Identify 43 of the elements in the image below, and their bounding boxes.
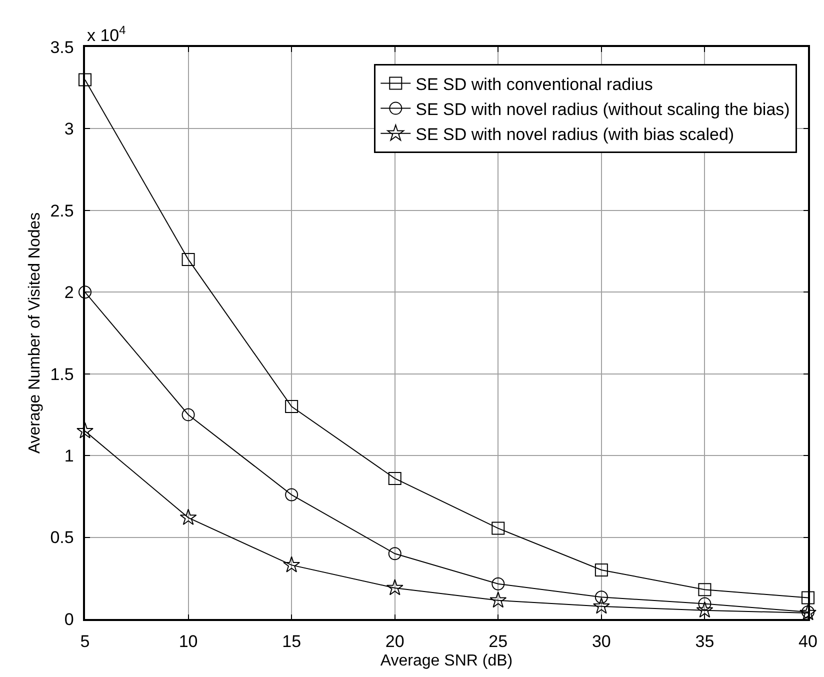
point — [490, 591, 507, 608]
x-tick-label: 30 — [592, 632, 611, 652]
point — [696, 601, 714, 618]
point — [180, 508, 197, 525]
x-axis-title: Average SNR (dB) — [380, 652, 513, 670]
point — [283, 556, 300, 572]
point — [285, 488, 298, 502]
x-tick-label: 5 — [80, 632, 90, 652]
x-tick-label: 25 — [488, 632, 508, 652]
point — [594, 563, 608, 576]
point — [76, 422, 94, 438]
y-axis-title: Average Number of Visited Nodes — [26, 212, 44, 454]
x-tick-label: 20 — [385, 632, 404, 652]
y-tick-label: 0.5 — [50, 528, 74, 548]
text: x 10$^{4}$ — [87, 23, 126, 46]
point — [388, 547, 402, 560]
x-tick-label: 40 — [798, 632, 818, 652]
point — [78, 73, 92, 86]
point — [698, 583, 712, 596]
legend-label: SE SD with novel radius (with bias scaled) — [416, 125, 734, 144]
legend-label: SE SD with conventional radius — [416, 74, 653, 94]
point — [182, 408, 195, 422]
point — [285, 400, 298, 414]
y-tick-label: 1.5 — [50, 364, 74, 384]
point — [492, 522, 505, 535]
y-tick-label: 2.5 — [50, 201, 74, 220]
point — [802, 591, 814, 604]
point — [594, 590, 608, 604]
x-tick-label: 35 — [695, 632, 714, 652]
y-tick-label: 2 — [64, 283, 74, 302]
x-tick-label: 15 — [282, 632, 302, 652]
y-tick-label: 0 — [64, 610, 74, 629]
point — [78, 286, 92, 299]
point — [182, 252, 195, 266]
point — [492, 577, 505, 590]
point — [388, 472, 402, 485]
y-tick-label: 3.5 — [50, 38, 74, 57]
point — [592, 598, 610, 614]
y-tick-label: 1 — [64, 446, 74, 466]
y-tick-label: 3 — [64, 120, 74, 139]
point — [386, 579, 404, 596]
legend-label: SE SD with novel radius (without scaling the bias) — [416, 100, 790, 119]
x-tick-label: 10 — [178, 632, 198, 652]
